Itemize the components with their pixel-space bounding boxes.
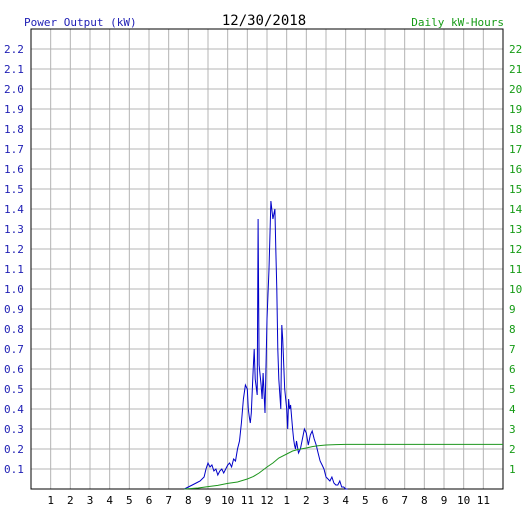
right-y-tick-label: 10: [509, 283, 522, 296]
series-lines: [184, 200, 503, 490]
right-y-tick-label: 15: [509, 183, 522, 196]
x-tick-label: 5: [126, 494, 133, 507]
left-y-tick-label: 0.7: [4, 343, 24, 356]
left-y-tick-label: 1.3: [4, 223, 24, 236]
x-tick-label: 8: [421, 494, 428, 507]
x-tick-label: 3: [323, 494, 330, 507]
grid-lines: [31, 28, 503, 489]
left-y-tick-label: 0.3: [4, 423, 24, 436]
right-y-tick-label: 5: [509, 383, 516, 396]
left-y-tick-label: 0.9: [4, 303, 24, 316]
x-tick-label: 9: [441, 494, 448, 507]
left-y-tick-label: 2.0: [4, 83, 24, 96]
left-y-tick-label: 0.2: [4, 443, 24, 456]
right-y-tick-label: 17: [509, 143, 522, 156]
left-y-tick-label: 1.8: [4, 123, 24, 136]
left-y-tick-label: 1.2: [4, 243, 24, 256]
left-y-tick-label: 0.1: [4, 463, 24, 476]
y-axis-title: Power Output (kW): [24, 16, 137, 29]
left-y-tick-label: 1.5: [4, 183, 24, 196]
x-tick-label: 10: [457, 494, 470, 507]
left-y-tick-label: 0.6: [4, 363, 24, 376]
x-tick-label: 2: [303, 494, 310, 507]
plot-frame: [30, 28, 504, 490]
left-y-tick-label: 0.4: [4, 403, 24, 416]
x-tick-label: 11: [477, 494, 490, 507]
right-y-tick-label: 1: [509, 463, 516, 476]
left-y-tick-label: 1.7: [4, 143, 24, 156]
energy-series-line: [184, 443, 503, 490]
left-y-ticks: 0.1 0.2 0.3 0.4 0.5 0.6 0.7 0.8 0.9 1.0 1.1 1.2 1.3 1…: [4, 43, 24, 476]
x-tick-label: 11: [241, 494, 254, 507]
left-y-tick-label: 0.8: [4, 323, 24, 336]
x-tick-label: 1: [47, 494, 54, 507]
x-tick-label: 2: [67, 494, 74, 507]
x-tick-label: 10: [221, 494, 234, 507]
left-y-tick-label: 2.2: [4, 43, 24, 56]
right-y-tick-label: 12: [509, 243, 522, 256]
left-y-tick-label: 1.6: [4, 163, 24, 176]
x-tick-label: 12: [260, 494, 273, 507]
left-y-tick-label: 0.5: [4, 383, 24, 396]
right-y-tick-label: 7: [509, 343, 516, 356]
right-y-tick-label: 2: [509, 443, 516, 456]
right-y-tick-label: 13: [509, 223, 522, 236]
x-tick-label: 7: [165, 494, 172, 507]
chart-title: 12/30/2018: [222, 13, 306, 29]
right-y-tick-label: 4: [509, 403, 516, 416]
right-y-tick-label: 21: [509, 63, 522, 76]
x-tick-label: 9: [205, 494, 212, 507]
x-tick-label: 4: [342, 494, 349, 507]
right-y-tick-label: 18: [509, 123, 522, 136]
right-y-tick-label: 19: [509, 103, 522, 116]
left-y-tick-label: 1.0: [4, 283, 24, 296]
x-tick-label: 1: [283, 494, 290, 507]
right-y-tick-label: 3: [509, 423, 516, 436]
right-y-tick-label: 8: [509, 323, 516, 336]
x-ticks: 1 2 3 4 5 6 7 8 9 10 11 12 1 2 3 4 5 6 7 8 9 10 11: [47, 494, 490, 507]
right-y-tick-label: 16: [509, 163, 522, 176]
y2-axis-title: Daily kW-Hours: [411, 16, 504, 29]
left-y-tick-label: 1.1: [4, 263, 24, 276]
right-y-tick-label: 14: [509, 203, 523, 216]
left-y-tick-label: 1.4: [4, 203, 24, 216]
right-y-tick-label: 22: [509, 43, 522, 56]
x-tick-label: 7: [401, 494, 408, 507]
x-tick-label: 3: [87, 494, 94, 507]
x-tick-label: 6: [146, 494, 153, 507]
x-tick-label: 8: [185, 494, 192, 507]
x-tick-label: 4: [106, 494, 113, 507]
power-series-line: [184, 200, 348, 490]
x-tick-label: 5: [362, 494, 369, 507]
right-y-tick-label: 9: [509, 303, 516, 316]
right-y-tick-label: 20: [509, 83, 522, 96]
right-y-tick-label: 6: [509, 363, 516, 376]
left-y-tick-label: 2.1: [4, 63, 24, 76]
left-y-tick-label: 1.9: [4, 103, 24, 116]
x-tick-label: 6: [382, 494, 389, 507]
right-y-tick-label: 11: [509, 263, 522, 276]
